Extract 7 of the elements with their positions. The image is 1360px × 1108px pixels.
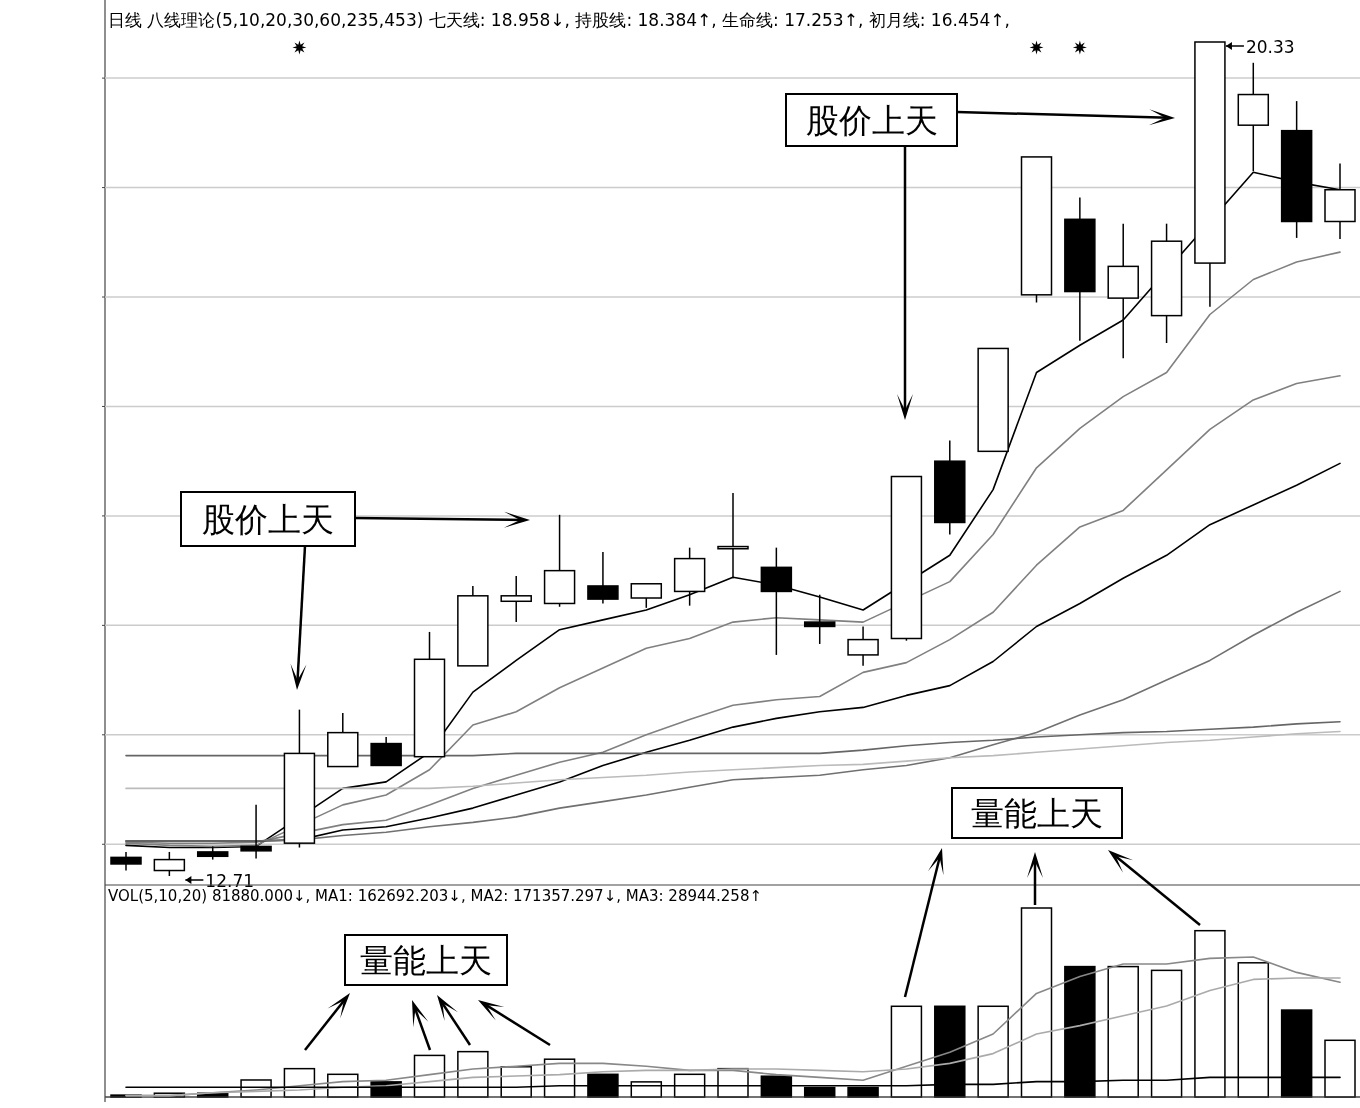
annotation: 量能上天 xyxy=(971,794,1103,833)
chart-title: VOL(5,10,20) 81880.000↓, MA1: 162692.203↓, MA2: 171357.297↓, MA3: 28944.258↑ xyxy=(108,887,763,905)
annotation: 股价上天 xyxy=(805,101,938,140)
chart-title: 日线 八线理论(5,10,20,30,60,235,453) 七天线: 18.958↓, 持股线: 18.384↑, 生命线: 17.253↑, 初月线: 16.454↑, xyxy=(108,10,1010,30)
annotation: 20.33 xyxy=(1245,37,1295,57)
annotation: 量能上天 xyxy=(360,941,492,980)
annotation: 股价上天 xyxy=(202,500,334,539)
